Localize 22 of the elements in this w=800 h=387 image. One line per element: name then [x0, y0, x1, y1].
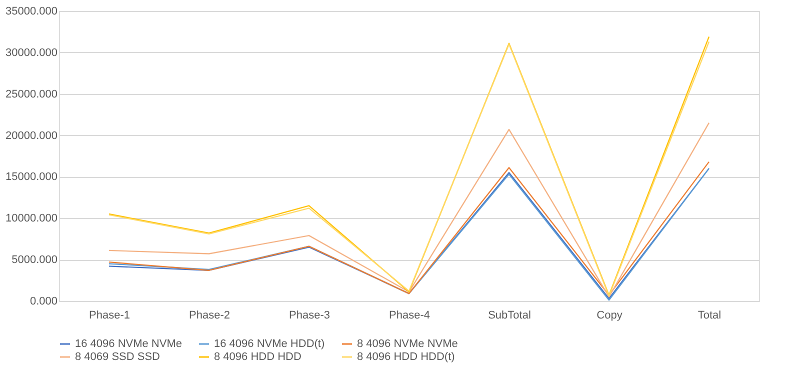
y-tick-label: 35000.000 [6, 6, 58, 18]
legend-label: 8 4096 HDD HDD(t) [357, 351, 455, 363]
y-tick-label: 10000.000 [6, 212, 58, 225]
x-tick-label: SubTotal [488, 310, 531, 322]
y-tick-label: 15000.000 [6, 171, 58, 184]
x-tick-label: Phase-1 [89, 310, 130, 322]
y-tick-label: 20000.000 [6, 130, 58, 142]
legend-label: 16 4096 NVMe HDD(t) [214, 338, 325, 350]
legend-label: 16 4096 NVMe NVMe [75, 338, 182, 350]
x-tick-label: Phase-3 [289, 310, 330, 322]
legend-label: 8 4069 SSD SSD [75, 351, 160, 363]
y-tick-label: 25000.000 [6, 88, 58, 100]
y-tick-label: 30000.000 [6, 46, 58, 59]
legend-label: 8 4096 HDD HDD [214, 351, 302, 363]
x-tick-label: Total [698, 310, 722, 322]
x-tick-label: Phase-2 [189, 310, 230, 322]
x-tick-label: Copy [596, 310, 623, 322]
legend-label: 8 4096 NVMe NVMe [357, 338, 458, 350]
y-tick-label: 0.000 [30, 296, 58, 308]
y-tick-label: 5000.000 [12, 254, 58, 266]
x-tick-label: Phase-4 [389, 310, 430, 322]
line-series [108, 122, 710, 298]
